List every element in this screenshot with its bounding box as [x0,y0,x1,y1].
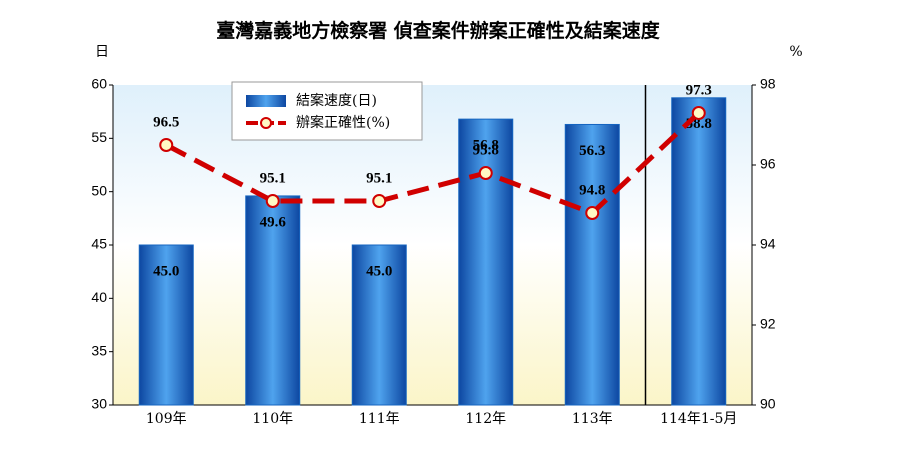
chart-title: 臺灣嘉義地方檢察署 偵查案件辦案正確性及結案速度 [216,19,661,42]
bar-value-label: 45.0 [366,263,392,279]
y-tick-label: 35 [91,342,107,358]
y-tick-label: 50 [91,182,107,198]
x-tick-label: 112年 [465,411,506,427]
legend-label: 結案速度(日) [296,92,377,109]
x-tick-label: 114年1-5月 [660,411,737,427]
bar-value-label: 49.6 [260,214,287,230]
bar-value-label: 56.8 [473,138,499,154]
y-axis-label: 日 [95,44,109,60]
line-value-label: 95.1 [366,170,392,186]
bar [245,195,301,406]
y2-tick-label: 92 [760,316,776,332]
x-tick-label: 110年 [252,411,293,427]
y2-tick-label: 96 [760,156,776,172]
y2-tick-label: 90 [760,396,776,412]
bar [564,123,620,406]
y-tick-label: 40 [91,289,107,305]
bar [351,244,407,406]
y-tick-label: 60 [91,76,107,92]
bar-value-label: 45.0 [153,263,179,279]
legend-swatch [246,95,286,107]
bar-value-label: 56.3 [579,143,605,159]
y-tick-label: 45 [91,236,107,252]
y2-tick-label: 98 [760,76,776,92]
legend-swatch [260,117,272,129]
line-value-label: 97.3 [686,82,712,98]
y-tick-label: 55 [91,129,107,145]
line-marker [372,194,387,208]
legend-box [231,81,423,141]
x-tick-label: 111年 [359,411,400,427]
line-marker [265,194,280,208]
line-marker [159,138,174,152]
y2-axis-label: % [789,44,802,60]
legend-label: 辦案正確性(%) [296,114,390,131]
line-marker [585,206,600,220]
bar [458,118,514,406]
bar [671,97,727,406]
line-value-label: 96.5 [153,114,179,130]
bar [138,244,194,406]
line-value-label: 95.8 [473,142,499,158]
y2-tick-label: 94 [760,236,776,252]
line-value-label: 95.1 [260,170,286,186]
y-tick-label: 30 [91,396,107,412]
x-tick-label: 109年 [146,411,187,427]
plot-background [113,85,752,405]
line [165,111,701,216]
line-marker [691,106,706,120]
line-marker [478,166,493,180]
line-value-label: 94.8 [579,182,605,198]
x-tick-label: 113年 [572,411,613,427]
